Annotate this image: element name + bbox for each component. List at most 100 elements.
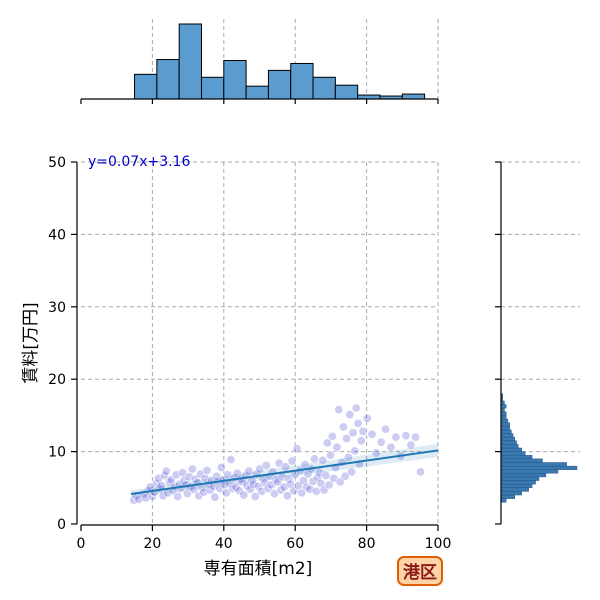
scatter-point	[348, 428, 358, 438]
right-hist-bar	[500, 455, 533, 460]
area-badge-box	[397, 556, 443, 586]
scatter-point	[356, 436, 366, 446]
right-hist-bar	[500, 433, 514, 438]
scatter-point	[381, 424, 391, 434]
scatter-point	[324, 480, 334, 490]
scatter-point	[205, 485, 215, 495]
scatter-point	[335, 477, 345, 487]
right-hist-bar	[500, 440, 517, 445]
scatter-point	[326, 450, 336, 460]
right-hist-bar	[500, 476, 540, 481]
scatter-point	[353, 418, 363, 428]
scatter-point	[376, 437, 386, 447]
scatter-point	[239, 490, 249, 500]
right-hist-bar	[500, 473, 547, 478]
scatter-point	[158, 491, 168, 501]
scatter-point	[273, 477, 283, 487]
top-hist-bar	[267, 69, 292, 100]
scatter-point	[292, 444, 302, 454]
scatter-point	[134, 494, 144, 504]
scatter-point	[221, 488, 231, 498]
scatter-point	[313, 473, 323, 483]
scatter-point	[216, 463, 226, 473]
scatter-point	[362, 413, 372, 423]
scatter-point	[309, 454, 319, 464]
scatter-point	[215, 484, 225, 494]
scatter-point	[202, 465, 212, 475]
top-hist-bar	[134, 73, 158, 100]
scatter-point	[248, 479, 258, 489]
right-hist-bar	[500, 483, 533, 488]
scatter-point	[342, 434, 352, 444]
scatter-point	[261, 460, 271, 470]
right-hist-bar	[500, 436, 516, 441]
top-hist-bar	[401, 93, 426, 100]
top-hist-bar	[223, 60, 247, 100]
right-hist-bar	[500, 418, 509, 423]
y-tick-label: 10	[48, 445, 66, 461]
top-hist-bar	[334, 84, 359, 100]
scatter-point	[281, 462, 291, 472]
scatter-point	[340, 471, 350, 481]
regression-line-group	[130, 443, 439, 498]
scatter-point	[250, 491, 260, 501]
scatter-point	[367, 429, 377, 439]
scatter-point	[338, 422, 348, 432]
scatter-point	[284, 474, 294, 484]
scatter-point	[391, 432, 401, 442]
x-tick-label: 0	[77, 536, 86, 552]
scatter-point	[173, 491, 183, 501]
scatter-point	[286, 479, 296, 489]
scatter-point	[129, 495, 139, 505]
x-tick-label: 60	[286, 536, 304, 552]
main-axes: 0 20 40 60 80 100 0 10 20 30 40 50	[48, 155, 451, 552]
y-tick-label: 50	[48, 155, 66, 171]
scatter-point	[347, 467, 357, 477]
scatter-point	[263, 484, 273, 494]
scatter-point	[245, 484, 255, 494]
scatter-point	[411, 432, 421, 442]
scatter-point	[282, 491, 292, 501]
scatter-point	[332, 442, 342, 452]
scatter-point	[345, 410, 355, 420]
right-marginal-histogram	[495, 161, 580, 525]
scatter-point	[187, 464, 197, 474]
scatter-point	[334, 405, 344, 415]
right-hist-bar	[500, 447, 522, 452]
y-tick-label: 0	[57, 517, 66, 533]
scatter-point	[231, 482, 241, 492]
top-hist-bar	[245, 85, 269, 100]
regression-equation-label: y=0.07x+3.16	[88, 154, 190, 170]
right-hist-bar	[500, 429, 512, 434]
top-hist-bar	[290, 62, 314, 100]
scatter-point	[147, 491, 157, 501]
right-hist-bar	[500, 458, 543, 463]
x-tick-label: 100	[425, 536, 452, 552]
scatter-point	[327, 431, 337, 441]
scatter-point	[350, 446, 360, 456]
scatter-point	[298, 476, 308, 486]
scatter-point	[371, 448, 381, 458]
top-hist-bar	[312, 76, 336, 100]
right-hist-bar	[500, 426, 510, 431]
top-hist-bar	[178, 23, 202, 100]
scatter-point	[226, 455, 236, 465]
y-tick-label: 40	[48, 227, 66, 243]
regression-confidence-band	[130, 443, 439, 498]
right-hist-bar	[500, 491, 522, 496]
right-hist-bar	[500, 415, 507, 420]
y-tick-label: 30	[48, 300, 66, 316]
scatter-point	[210, 492, 220, 502]
scatter-point	[194, 491, 204, 501]
area-badge: 港区	[397, 556, 443, 586]
scatter-point	[416, 467, 426, 477]
scatter-point	[318, 455, 328, 465]
right-hist-bar	[500, 480, 536, 485]
y-axis-title: 賃料[万円]	[21, 302, 41, 383]
scatter-point	[386, 442, 396, 452]
scatter-point	[406, 440, 416, 450]
right-hist-bar	[500, 422, 510, 427]
right-hist-bar	[500, 494, 516, 499]
right-hist-bar	[500, 451, 526, 456]
regression-line	[130, 449, 439, 496]
